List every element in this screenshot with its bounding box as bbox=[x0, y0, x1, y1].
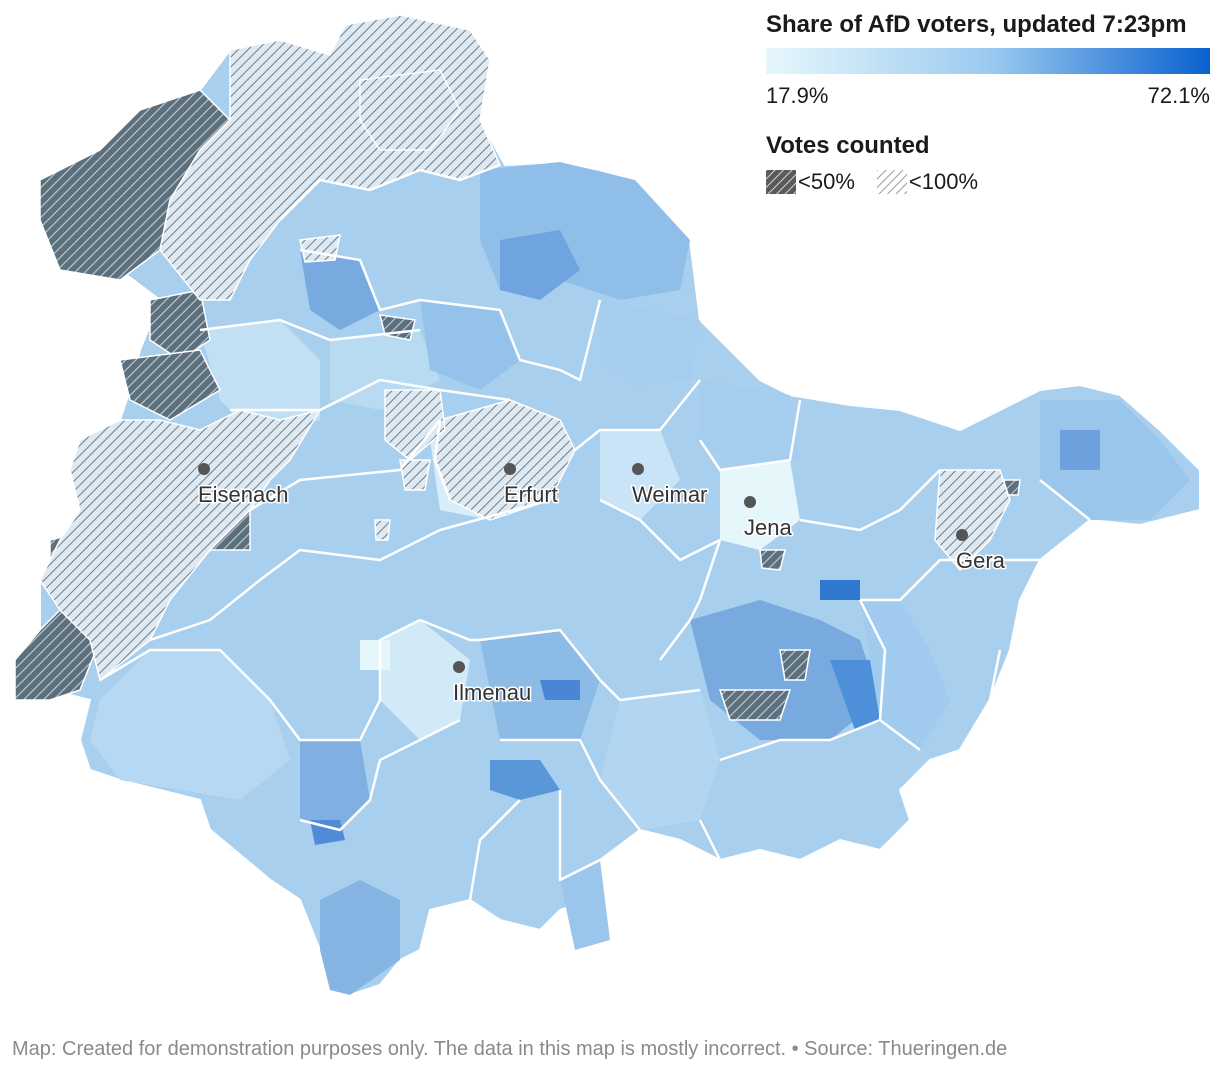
city-gera[interactable]: Gera bbox=[955, 529, 1007, 575]
city-dot-icon bbox=[453, 661, 465, 673]
dark-hatch-swatch-icon bbox=[766, 170, 796, 194]
hatch-label-under-50: <50% bbox=[798, 169, 855, 194]
light-hatch-swatch-icon bbox=[876, 170, 907, 194]
city-jena[interactable]: Jena bbox=[743, 496, 794, 542]
map-legend: Share of AfD voters, updated 7:23pm 17.9… bbox=[766, 10, 1210, 195]
city-label-ilmenau: Ilmenau bbox=[453, 680, 531, 705]
legend-title: Share of AfD voters, updated 7:23pm bbox=[766, 11, 1187, 38]
city-markers: Eisenach Erfurt Weimar Jena Gera Ilmenau bbox=[197, 463, 1007, 707]
hatch-legend-under-50: <50% bbox=[766, 169, 855, 195]
city-label-weimar: Weimar bbox=[632, 482, 707, 507]
votes-counted-under-100-regions bbox=[39, 14, 1011, 682]
district-borders bbox=[99, 163, 1091, 902]
votes-counted-legend: <50% <100% bbox=[766, 169, 1210, 195]
city-label-gera: Gera bbox=[956, 548, 1006, 573]
source-footer: Map: Created for demonstration purposes … bbox=[12, 1038, 1008, 1060]
city-dot-icon bbox=[632, 463, 644, 475]
city-ilmenau[interactable]: Ilmenau bbox=[452, 661, 533, 707]
city-dot-icon bbox=[744, 496, 756, 508]
city-eisenach[interactable]: Eisenach bbox=[197, 463, 290, 509]
city-label-erfurt: Erfurt bbox=[504, 482, 558, 507]
votes-counted-title: Votes counted bbox=[766, 132, 930, 159]
hatch-legend-under-100: <100% bbox=[876, 169, 979, 195]
city-erfurt[interactable]: Erfurt bbox=[503, 463, 559, 509]
color-scale-labels: 17.9% 72.1% bbox=[766, 83, 1210, 109]
color-scale-min-label: 17.9% bbox=[766, 83, 829, 108]
color-scale-bar bbox=[766, 48, 1210, 74]
city-dot-icon bbox=[956, 529, 968, 541]
city-label-eisenach: Eisenach bbox=[198, 482, 289, 507]
city-weimar[interactable]: Weimar bbox=[631, 463, 709, 509]
color-scale-max-label: 72.1% bbox=[1147, 83, 1210, 108]
hatch-label-under-100: <100% bbox=[908, 169, 979, 194]
city-dot-icon bbox=[504, 463, 516, 475]
city-label-jena: Jena bbox=[744, 515, 792, 540]
city-dot-icon bbox=[198, 463, 210, 475]
